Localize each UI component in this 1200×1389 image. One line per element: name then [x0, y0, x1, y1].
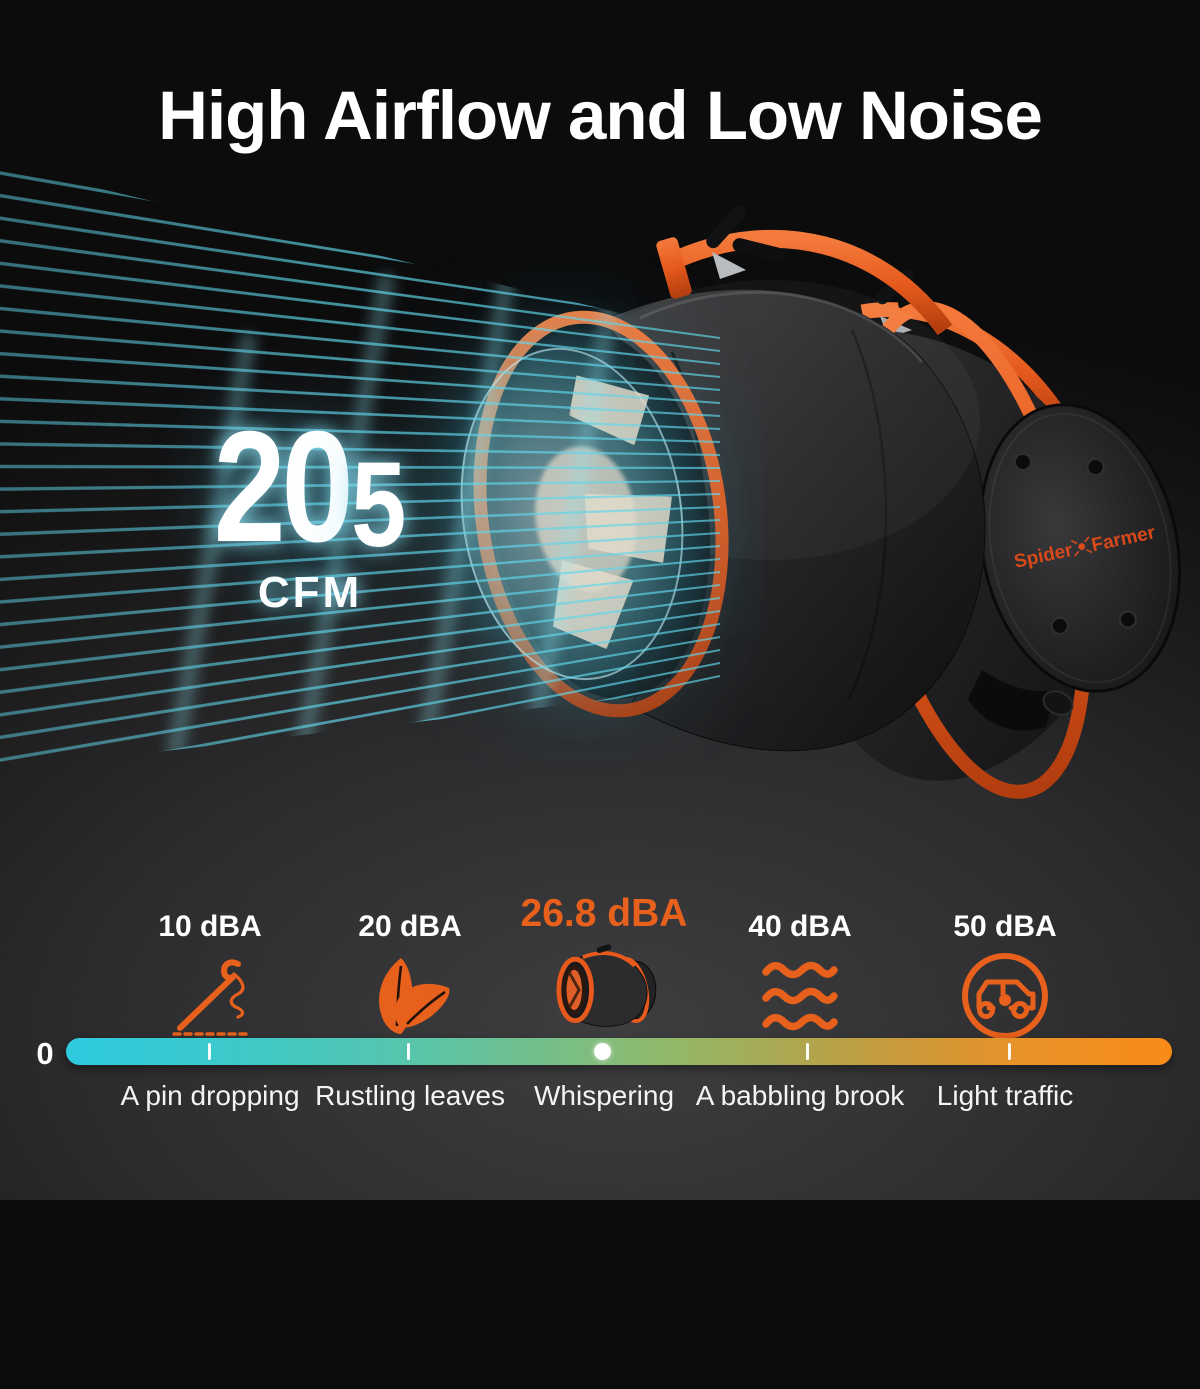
- motor-cap: Spider Farmer: [978, 403, 1182, 693]
- waves-icon: [762, 961, 838, 1031]
- caption-whispering: Whispering: [533, 1080, 675, 1111]
- db-label: 20 dBA: [358, 910, 462, 943]
- cap-screws: [1013, 452, 1137, 635]
- scale-tick-20dba: [407, 1043, 410, 1060]
- airflow-value-large: 20: [213, 399, 354, 575]
- scale-point-10dba: 10 dBA: [80, 898, 340, 1042]
- db-label-highlight: 26.8 dBA: [520, 892, 688, 935]
- fan-hub: [526, 439, 646, 598]
- airflow-rating: 20 5 CFM: [150, 408, 470, 618]
- scale-point-50dba: 50 dBA: [875, 898, 1135, 1042]
- scale-point-40dba: 40 dBA: [670, 898, 930, 1042]
- db-label: 50 dBA: [953, 910, 1057, 943]
- airflow-value-small: 5: [351, 436, 407, 572]
- page-title: High Airflow and Low Noise: [158, 77, 1043, 154]
- spider-icon: [1070, 536, 1093, 557]
- scale-tick-10dba: [208, 1043, 211, 1060]
- caption-pin-dropping: A pin dropping: [120, 1080, 300, 1111]
- cable-gland: [968, 670, 1074, 731]
- scale-marker-dot-26-8dba: [594, 1043, 611, 1060]
- scale-origin-label: 0: [36, 1036, 54, 1071]
- scale-tick-40dba: [806, 1043, 809, 1060]
- noise-scale-bar: [66, 1038, 1172, 1065]
- db-label: 10 dBA: [158, 910, 262, 943]
- caption-rustling-leaves: Rustling leaves: [315, 1080, 505, 1111]
- caption-light-traffic: Light traffic: [936, 1080, 1074, 1111]
- car-icon: [962, 953, 1048, 1039]
- scale-tick-50dba: [1008, 1043, 1011, 1060]
- airflow-unit: CFM: [257, 568, 363, 617]
- scale-point-26-8dba: 26.8 dBA: [474, 890, 734, 1034]
- airflow-value: 20 5: [179, 408, 441, 566]
- leaf-icon: [379, 958, 450, 1034]
- needle-icon: [172, 959, 250, 1036]
- db-label: 40 dBA: [748, 910, 852, 943]
- fan-product-icon: [556, 944, 657, 1027]
- caption-babbling-brook: A babbling brook: [695, 1080, 905, 1111]
- scale-point-20dba: 20 dBA: [280, 898, 540, 1042]
